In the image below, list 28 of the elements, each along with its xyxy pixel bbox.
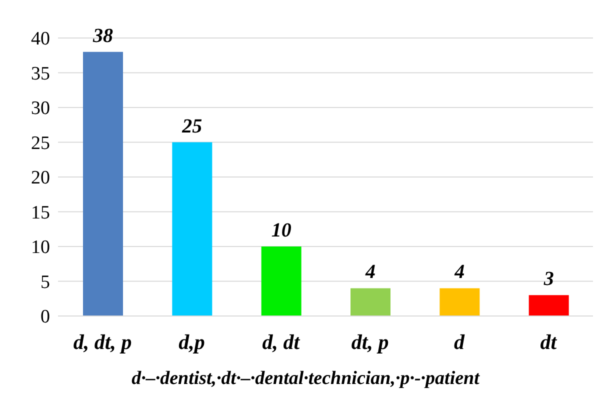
y-tick-label: 20	[31, 168, 50, 189]
data-label: 25	[181, 115, 202, 138]
x-tick-label: dt	[540, 330, 558, 354]
y-tick-label: 15	[31, 202, 50, 224]
y-tick-label: 10	[31, 237, 50, 258]
y-tick-label: 5	[40, 272, 50, 293]
y-tick-label: 30	[31, 98, 50, 120]
data-label: 10	[271, 220, 292, 242]
data-label: 3	[542, 268, 554, 290]
bar	[528, 295, 569, 316]
bar	[440, 288, 480, 316]
x-axis-title: d·–·dentist,·dt·–·dental·technician,·p·-·patient	[130, 368, 481, 390]
x-tick-label: dt, p	[351, 330, 389, 354]
x-tick-label: d,p	[178, 330, 205, 354]
data-label: 38	[92, 24, 113, 47]
x-tick-label: d, dt	[262, 330, 301, 354]
bar	[83, 52, 123, 316]
bar	[172, 142, 212, 316]
bar	[261, 246, 302, 316]
x-tick-label: d	[454, 330, 465, 354]
data-label: 4	[454, 261, 465, 284]
x-tick-label: d, dt, p	[73, 330, 132, 354]
bar	[350, 288, 390, 316]
y-tick-label: 40	[31, 28, 50, 50]
y-tick-label: 0	[40, 306, 50, 328]
y-tick-label: 25	[31, 132, 50, 154]
y-tick-label: 35	[31, 63, 50, 84]
data-label: 4	[364, 261, 376, 284]
